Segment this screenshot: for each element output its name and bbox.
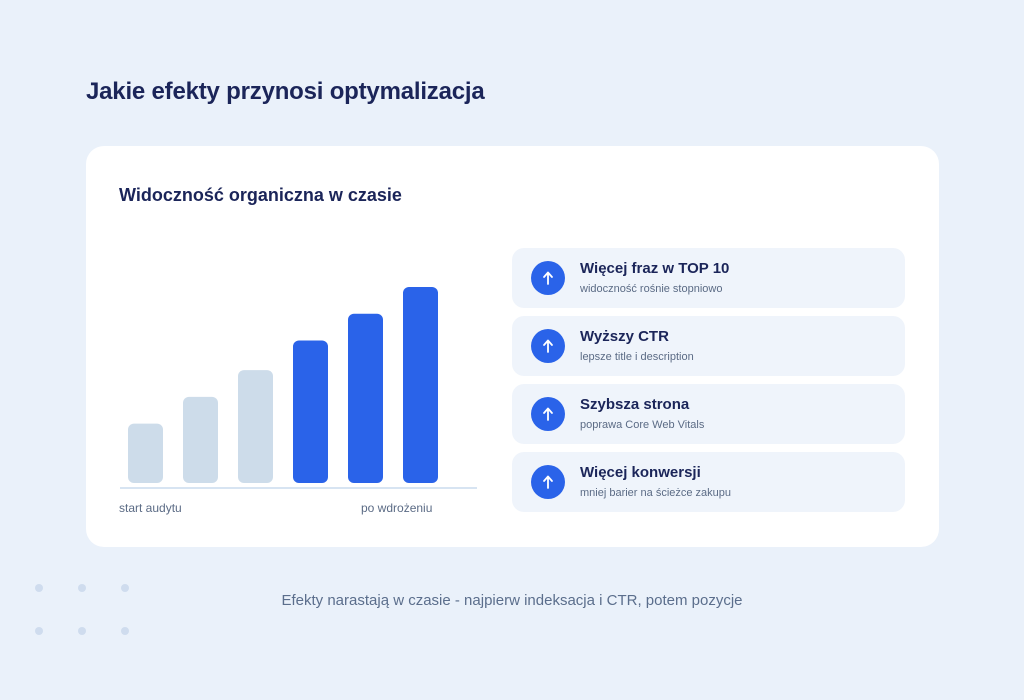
effect-item-conversions: Więcej konwersji mniej barier na ścieżce… — [512, 452, 905, 512]
effect-title: Więcej konwersji — [580, 464, 701, 481]
bar-3 — [238, 370, 273, 483]
bar-1 — [128, 423, 163, 483]
effect-subtitle: poprawa Core Web Vitals — [580, 419, 705, 431]
effect-title: Szybsza strona — [580, 396, 690, 413]
chart-card: Widoczność organiczna w czasie start aud… — [86, 146, 939, 547]
bar-2 — [183, 396, 218, 483]
effect-subtitle: lepsze title i description — [580, 351, 694, 363]
arrow-up-icon — [531, 397, 565, 431]
dot — [78, 584, 86, 592]
bar-5 — [348, 313, 383, 483]
footer-note: Efekty narastają w czasie - najpierw ind… — [281, 592, 743, 609]
page-title: Jakie efekty przynosi optymalizacja — [86, 78, 485, 105]
effect-item-speed: Szybsza strona poprawa Core Web Vitals — [512, 384, 905, 444]
bar-6 — [403, 287, 438, 483]
bar-chart — [120, 287, 477, 489]
dot — [78, 627, 86, 635]
effect-title: Więcej fraz w TOP 10 — [580, 260, 730, 277]
dot — [35, 627, 43, 635]
arrow-up-icon — [531, 465, 565, 499]
effect-item-ctr: Wyższy CTR lepsze title i description — [512, 316, 905, 376]
x-axis-start-label: start audytu — [119, 501, 182, 515]
arrow-up-icon — [531, 261, 565, 295]
dot — [121, 627, 129, 635]
effect-title: Wyższy CTR — [580, 328, 669, 345]
bar-4 — [293, 340, 328, 483]
effect-subtitle: mniej barier na ścieżce zakupu — [580, 487, 732, 499]
x-axis-end-label: po wdrożeniu — [361, 501, 433, 515]
effect-subtitle: widoczność rośnie stopniowo — [580, 283, 723, 295]
dot — [121, 584, 129, 592]
effect-item-top10: Więcej fraz w TOP 10 widoczność rośnie s… — [512, 248, 905, 308]
chart-title: Widoczność organiczna w czasie — [119, 185, 402, 205]
dot — [35, 584, 43, 592]
arrow-up-icon — [531, 329, 565, 363]
